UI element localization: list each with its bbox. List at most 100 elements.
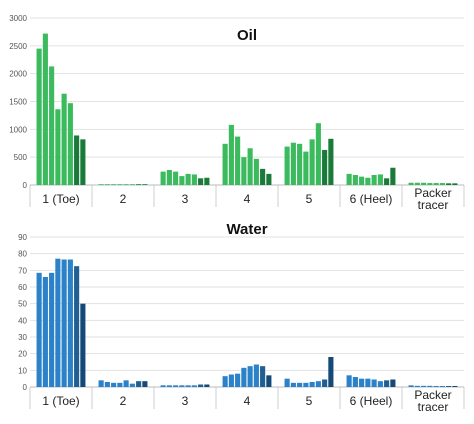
water-bar-1-toe-7 [74, 266, 80, 387]
water-y-tick-label: 90 [18, 233, 27, 242]
water-bar-6-heel-7 [384, 380, 390, 387]
water-bar-1-toe-1 [36, 272, 42, 387]
oil-category-label-4: 4 [244, 192, 251, 206]
oil-bar-1-toe-5 [61, 93, 67, 185]
water-bar-packer-tracer-7 [446, 386, 452, 387]
oil-chart: 0 500 1000 1500 2000 2500 3000 1 (Toe) 2 3 4 5 6 (He… [9, 14, 465, 212]
water-bar-4-6 [253, 364, 259, 387]
water-y-tick-label: 10 [18, 366, 27, 375]
water-y-tick-label: 0 [23, 383, 28, 392]
water-chart: 0 10 20 30 40 50 60 70 80 90 1 (Toe) 2 3 4 5 6 (Heel) Pa… [18, 221, 465, 414]
oil-chart-title: Oil [237, 27, 257, 44]
water-bar-5-1 [284, 378, 290, 387]
oil-bar-2-5 [123, 184, 129, 185]
oil-bar-4-2 [228, 124, 234, 185]
oil-bar-packer-tracer-2 [414, 182, 420, 185]
oil-bar-6-heel-7 [384, 178, 390, 185]
water-bar-packer-tracer-3 [421, 385, 427, 387]
water-bar-packer-tracer-8 [452, 386, 458, 387]
water-bar-3-2 [166, 385, 172, 387]
water-bar-6-heel-3 [359, 378, 365, 387]
oil-bar-6-heel-4 [365, 177, 371, 185]
water-category-label-2: 2 [120, 394, 127, 408]
water-bar-6-heel-4 [365, 378, 371, 387]
water-category-label-4: 4 [244, 394, 251, 408]
water-y-tick-label: 40 [18, 316, 27, 325]
water-bar-5-5 [309, 382, 315, 387]
water-bar-packer-tracer-6 [439, 386, 445, 387]
oil-category-label-3: 3 [182, 192, 189, 206]
oil-bar-4-8 [266, 173, 272, 185]
oil-category-label-1-toe: 1 (Toe) [42, 192, 79, 206]
water-bar-1-toe-6 [67, 259, 73, 387]
water-bar-3-1 [160, 385, 166, 387]
oil-bar-6-heel-2 [352, 174, 358, 185]
water-bar-6-heel-5 [371, 379, 377, 387]
oil-bar-5-2 [290, 142, 296, 185]
water-bar-2-5 [123, 380, 129, 387]
water-bar-4-1 [222, 376, 228, 387]
water-category-label-5: 5 [306, 394, 313, 408]
water-bar-1-toe-2 [42, 277, 48, 387]
water-bar-3-4 [179, 385, 185, 387]
water-bar-3-3 [173, 385, 179, 387]
water-bar-2-4 [117, 382, 123, 387]
oil-y-tick-label: 3000 [9, 14, 27, 23]
oil-bar-packer-tracer-3 [421, 182, 427, 185]
water-bar-1-toe-8 [80, 303, 86, 387]
water-bar-5-6 [315, 381, 321, 387]
water-bar-packer-tracer-2 [414, 385, 420, 387]
water-y-tick-label: 60 [18, 283, 27, 292]
oil-bar-5-3 [297, 143, 303, 185]
oil-bar-1-toe-1 [36, 48, 42, 186]
oil-bar-4-6 [253, 158, 259, 185]
oil-bar-2-1 [98, 184, 104, 185]
oil-bar-3-2 [166, 169, 172, 185]
oil-bar-packer-tracer-8 [452, 183, 458, 185]
water-category-label-1-toe: 1 (Toe) [42, 394, 79, 408]
oil-bar-2-8 [142, 184, 148, 185]
water-chart-title: Water [226, 221, 267, 238]
oil-bar-5-5 [309, 139, 315, 185]
oil-bar-3-6 [191, 174, 197, 185]
oil-y-tick-label: 500 [14, 153, 28, 162]
water-bar-5-8 [328, 357, 334, 387]
oil-bar-5-7 [322, 149, 328, 185]
water-category-label-packer-tracer: Packer tracer [414, 388, 451, 414]
oil-bar-3-5 [185, 173, 191, 185]
water-y-tick-label: 70 [18, 266, 27, 275]
oil-bar-packer-tracer-7 [446, 183, 452, 185]
oil-bar-4-7 [260, 168, 266, 185]
oil-category-label-2: 2 [120, 192, 127, 206]
water-bar-3-5 [185, 385, 191, 387]
oil-y-tick-label: 2000 [9, 70, 27, 79]
oil-bar-1-toe-2 [42, 33, 48, 186]
water-bar-1-toe-3 [49, 272, 55, 387]
water-bar-4-2 [228, 374, 234, 387]
oil-bar-1-toe-3 [49, 66, 55, 185]
oil-bar-4-4 [241, 157, 247, 185]
water-bar-2-8 [142, 381, 148, 387]
oil-y-tick-label: 1000 [9, 125, 27, 134]
oil-bar-4-3 [235, 136, 241, 185]
oil-bar-packer-tracer-4 [427, 183, 433, 185]
water-bar-6-heel-2 [352, 377, 358, 387]
water-bar-2-6 [129, 383, 135, 387]
water-bar-packer-tracer-4 [427, 385, 433, 387]
water-bar-5-2 [290, 382, 296, 387]
water-bar-1-toe-5 [61, 259, 67, 387]
oil-bar-4-1 [222, 143, 228, 185]
water-bar-6-heel-1 [346, 375, 352, 387]
water-bar-2-2 [104, 382, 110, 387]
oil-bar-3-3 [173, 171, 179, 185]
oil-bar-1-toe-6 [67, 103, 73, 185]
oil-bar-2-4 [117, 184, 123, 185]
oil-bar-packer-tracer-6 [439, 183, 445, 185]
water-bar-4-4 [241, 367, 247, 387]
water-category-label-6-heel: 6 (Heel) [350, 394, 393, 408]
oil-bar-2-6 [129, 184, 135, 185]
water-bar-3-8 [204, 384, 210, 387]
water-y-tick-label: 20 [18, 350, 27, 359]
water-bar-1-toe-4 [55, 258, 61, 387]
